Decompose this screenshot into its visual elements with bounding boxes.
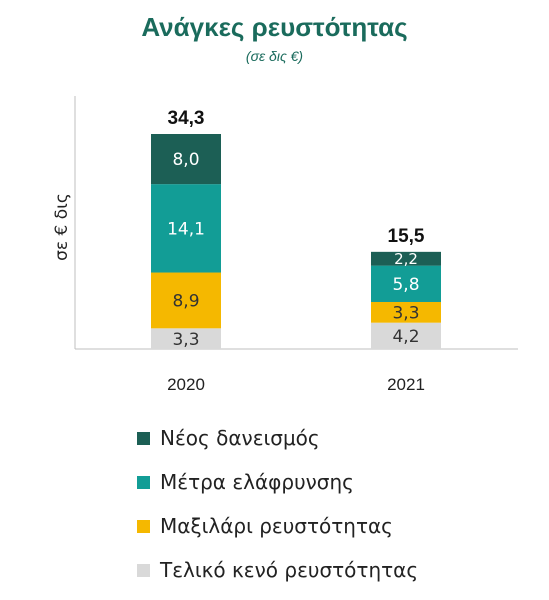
bar-segment xyxy=(151,328,221,349)
legend-item-new-borrowing: Νέος δανεισμός xyxy=(137,416,418,460)
bar-segment xyxy=(151,134,221,185)
bar-segment xyxy=(151,272,221,329)
legend: Νέος δανεισμός Μέτρα ελάφρυνσης Μαξιλάρι… xyxy=(137,416,418,592)
bar-value-label: 3,3 xyxy=(172,330,199,350)
x-tick-label: 2020 xyxy=(167,375,205,394)
legend-swatch xyxy=(137,431,150,445)
legend-label: Μαξιλάρι ρευστότητας xyxy=(160,514,393,538)
bar-total-label: 15,5 xyxy=(388,226,425,247)
bar-value-label: 14,1 xyxy=(167,219,205,239)
legend-item-liquidity-buffer: Μαξιλάρι ρευστότητας xyxy=(137,504,418,548)
chart-subtitle: (σε δις €) xyxy=(245,48,304,64)
bar-value-label: 5,8 xyxy=(392,275,419,295)
bar-value-label: 4,2 xyxy=(392,327,419,347)
chart-title: Ανάγκες ρευστότητας xyxy=(141,12,408,42)
legend-swatch xyxy=(137,563,150,577)
legend-label: Μέτρα ελάφρυνσης xyxy=(160,470,354,494)
bar-segment xyxy=(151,184,221,273)
bar-value-label: 8,9 xyxy=(172,292,199,312)
legend-swatch xyxy=(137,475,150,489)
bar-value-label: 2,2 xyxy=(394,250,418,268)
bar-segment xyxy=(371,301,441,323)
bar-segment xyxy=(371,265,441,302)
bar-segment xyxy=(371,322,441,349)
legend-item-relief-measures: Μέτρα ελάφρυνσης xyxy=(137,460,418,504)
y-axis-label: σε € δις xyxy=(52,193,72,261)
bar-value-label: 3,3 xyxy=(392,303,419,323)
legend-swatch xyxy=(137,519,150,533)
legend-label: Τελικό κενό ρευστότητας xyxy=(160,558,419,582)
x-tick-label: 2021 xyxy=(387,375,425,394)
stacked-bar-chart: σε € δις 3,3 8,9 14,1 8,0 34,3 2020 4,2 3,3 5,8 2… xyxy=(52,96,518,394)
bar-segment xyxy=(371,251,441,266)
bar-total-label: 34,3 xyxy=(168,108,205,129)
legend-label: Νέος δανεισμός xyxy=(160,426,320,450)
legend-item-final-liquidity-gap: Τελικό κενό ρευστότητας xyxy=(137,548,418,592)
bar-value-label: 8,0 xyxy=(172,150,199,170)
